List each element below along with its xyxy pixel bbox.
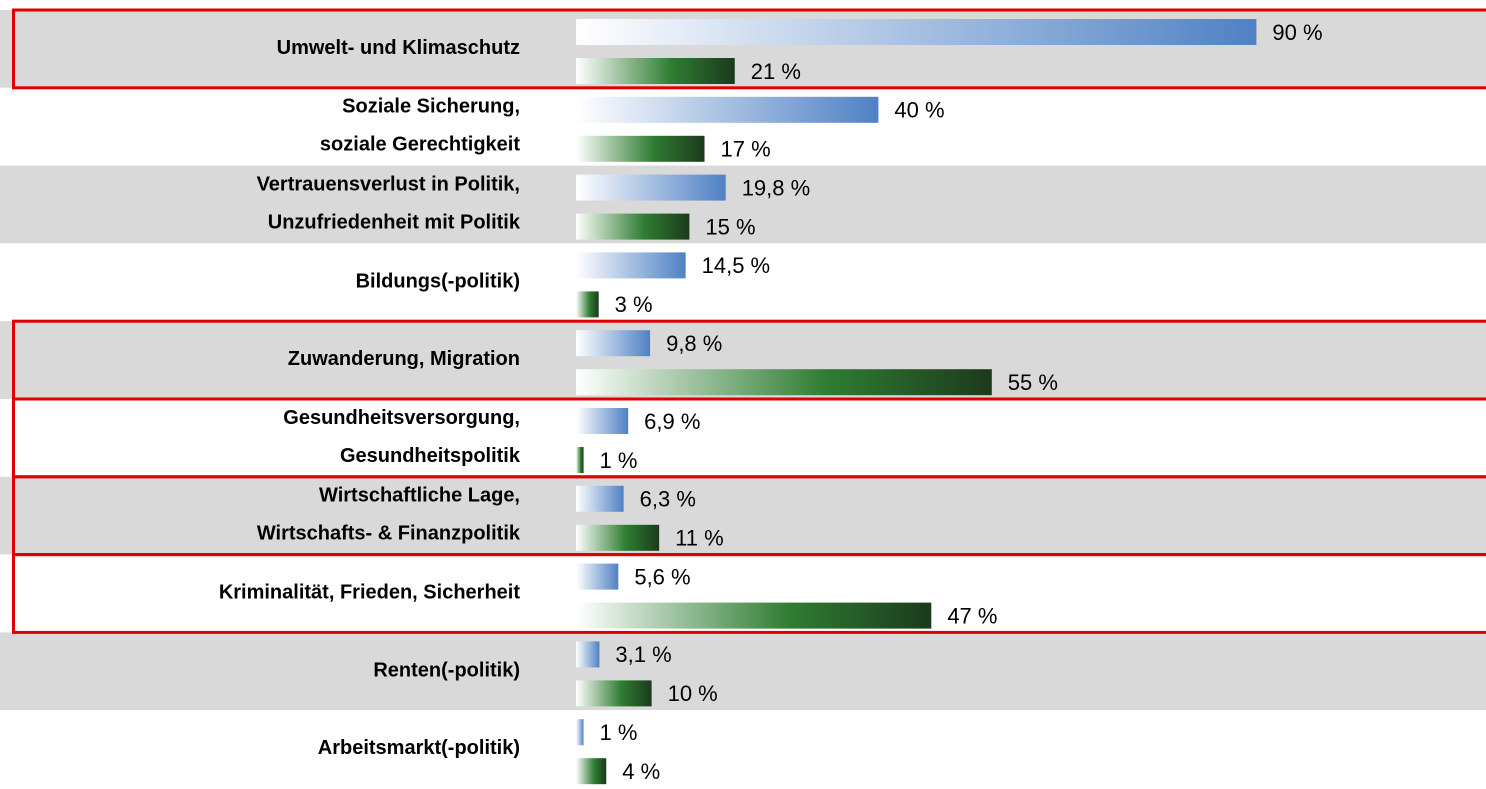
category-line: Vertrauensverlust in Politik,	[257, 174, 520, 196]
category-line: soziale Gerechtigkeit	[320, 134, 520, 156]
bar	[576, 213, 690, 240]
bar	[576, 252, 686, 279]
value-label: 15 %	[705, 214, 755, 239]
row-background	[0, 399, 1486, 477]
bar	[576, 58, 735, 84]
category-label: Bildungs(-politik)	[356, 271, 520, 293]
value-label: 19,8 %	[742, 175, 811, 200]
bar	[576, 447, 584, 473]
category-label: Soziale Sicherung, soziale Gerechtigkeit	[320, 96, 520, 156]
row-background	[0, 165, 1486, 244]
value-label: 9,8 %	[666, 331, 722, 356]
category-label: Umwelt- und Klimaschutz	[277, 37, 520, 59]
bar	[576, 485, 624, 512]
category-line: Arbeitsmarkt(-politik)	[318, 737, 520, 759]
bar	[576, 602, 932, 629]
value-label: 1 %	[600, 720, 638, 745]
value-label: 55 %	[1008, 370, 1058, 395]
value-label: 1 %	[600, 448, 638, 473]
category-line: Wirtschafts- & Finanzpolitik	[257, 523, 521, 545]
bar	[576, 758, 607, 785]
row-background	[0, 243, 1486, 322]
value-label: 5,6 %	[634, 564, 690, 589]
category-line: Wirtschaftliche Lage,	[319, 485, 520, 507]
category-label: Kriminalität, Frieden, Sicherheit	[219, 582, 521, 604]
bar	[576, 369, 992, 396]
bar	[576, 96, 879, 123]
value-label: 21 %	[751, 59, 801, 84]
value-label: 17 %	[721, 137, 771, 162]
highlight-box	[12, 8, 1486, 90]
category-line: Zuwanderung, Migration	[288, 348, 520, 370]
category-line: Umwelt- und Klimaschutz	[277, 37, 520, 59]
value-label: 47 %	[947, 603, 997, 628]
category-label: Vertrauensverlust in Politik, Unzufrieden…	[257, 174, 521, 234]
bar	[576, 174, 726, 201]
category-line: Renten(-politik)	[373, 660, 520, 682]
value-label: 6,9 %	[644, 409, 700, 434]
bar	[576, 563, 619, 590]
bar	[576, 19, 1257, 45]
value-label: 6,3 %	[640, 487, 696, 512]
value-label: 10 %	[668, 681, 718, 706]
category-label: Wirtschaftliche Lage, Wirtschafts- & Fina…	[257, 485, 521, 545]
row-background	[0, 476, 1486, 555]
bar	[576, 291, 599, 318]
value-label: 14,5 %	[702, 253, 771, 278]
value-label: 11 %	[675, 526, 724, 551]
value-label: 4 %	[622, 759, 660, 784]
row-background	[0, 710, 1486, 788]
category-label: Renten(-politik)	[373, 660, 520, 682]
value-label: 3,1 %	[615, 642, 671, 667]
bar	[576, 641, 600, 668]
bar	[576, 408, 629, 434]
category-label: Gesundheitsversorgung, Gesundheitspolitik	[283, 407, 521, 467]
bar	[576, 719, 584, 746]
category-line: Bildungs(-politik)	[356, 271, 520, 293]
bar	[576, 524, 660, 551]
highlight-box	[12, 553, 1486, 634]
category-label: Arbeitsmarkt(-politik)	[318, 737, 520, 759]
value-label: 40 %	[894, 98, 944, 123]
category-line: Soziale Sicherung,	[342, 96, 520, 118]
category-line: Unzufriedenheit mit Politik	[268, 212, 521, 234]
bar	[576, 680, 652, 707]
value-label: 90 %	[1272, 20, 1322, 45]
category-label: Zuwanderung, Migration	[288, 348, 520, 370]
value-label: 3 %	[615, 292, 653, 317]
bar	[576, 330, 651, 357]
category-line: Gesundheitspolitik	[340, 445, 521, 467]
bar	[576, 135, 705, 162]
category-line: Kriminalität, Frieden, Sicherheit	[219, 582, 521, 604]
category-line: Gesundheitsversorgung,	[283, 407, 520, 429]
row-background	[0, 632, 1486, 711]
